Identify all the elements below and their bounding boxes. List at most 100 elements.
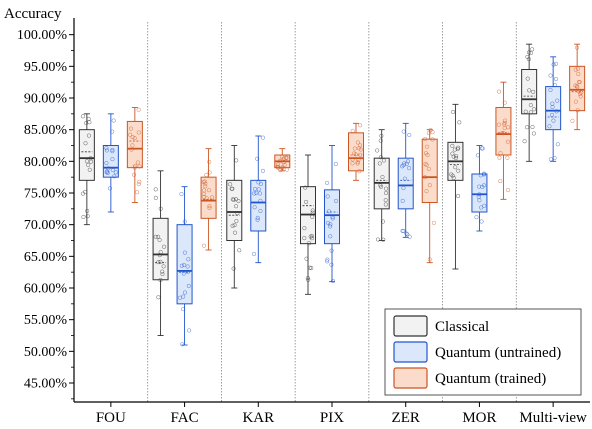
data-point [456, 145, 461, 150]
legend-swatch [393, 341, 428, 363]
data-point [237, 248, 242, 253]
data-point [502, 100, 507, 105]
data-point [180, 342, 185, 347]
box-iqr [176, 224, 193, 305]
data-point [526, 57, 531, 62]
data-point [153, 187, 158, 192]
data-point [334, 198, 339, 204]
data-point [573, 83, 578, 88]
data-point [357, 169, 362, 174]
data-point [325, 194, 330, 199]
data-point [496, 122, 501, 127]
data-point [407, 234, 412, 239]
data-point [105, 170, 110, 175]
data-point [451, 175, 456, 181]
data-point [479, 146, 484, 151]
data-point [498, 179, 503, 184]
box-1-0 [102, 113, 119, 213]
data-point [153, 195, 158, 200]
data-point [303, 185, 308, 190]
box-iqr [421, 138, 438, 204]
data-point [352, 146, 357, 151]
data-point [502, 118, 508, 123]
data-point [375, 148, 380, 153]
data-point [131, 172, 137, 177]
data-point [206, 188, 212, 193]
data-point [506, 125, 511, 130]
data-point [86, 162, 91, 167]
y-tick-label: 100.00% [17, 28, 68, 43]
data-point [86, 133, 91, 138]
data-point [158, 206, 163, 211]
data-point [424, 162, 429, 168]
box-1-1 [176, 186, 193, 347]
data-point [453, 155, 459, 161]
data-point [450, 173, 455, 178]
data-point [452, 147, 457, 152]
data-point [576, 72, 581, 77]
data-point [135, 190, 140, 195]
data-point [156, 260, 161, 265]
data-point [548, 73, 553, 78]
data-point [252, 191, 257, 196]
data-point [104, 161, 109, 166]
data-point [451, 109, 456, 115]
data-point [257, 191, 263, 196]
data-point [430, 137, 435, 142]
x-tick-label: FAC [171, 410, 199, 426]
data-point [275, 164, 280, 169]
data-point [401, 228, 406, 233]
data-point [478, 173, 483, 178]
y-tick-label: 90.00% [24, 92, 68, 107]
data-point [130, 135, 135, 140]
data-point [137, 179, 142, 184]
data-point [182, 290, 188, 295]
data-point [157, 253, 162, 258]
box-0-3 [300, 154, 316, 295]
data-point [230, 186, 235, 191]
data-point [550, 105, 555, 110]
box-2-3 [348, 122, 364, 181]
data-point [305, 276, 310, 281]
data-point [524, 125, 530, 130]
data-point [576, 89, 581, 94]
data-point [449, 172, 454, 177]
data-point [232, 223, 237, 228]
data-point [425, 152, 430, 158]
data-point [577, 80, 582, 85]
data-point [383, 190, 389, 196]
data-point [375, 237, 381, 242]
data-point [401, 129, 406, 134]
data-point [136, 130, 141, 135]
data-point [575, 66, 580, 71]
data-point [130, 143, 135, 148]
data-point [153, 234, 158, 239]
data-point [378, 155, 383, 160]
box-1-6 [545, 56, 562, 162]
data-point [113, 170, 118, 175]
data-point [236, 198, 241, 204]
data-point [553, 76, 559, 82]
box-iqr [78, 129, 95, 181]
box-0-0 [78, 113, 95, 226]
legend-swatch [393, 315, 428, 337]
data-point [384, 186, 389, 191]
data-point [310, 214, 315, 219]
data-point [522, 139, 527, 144]
data-point [427, 257, 432, 262]
x-tick-label: MOR [462, 410, 496, 426]
data-point [136, 182, 141, 187]
data-point [531, 131, 536, 136]
data-point [260, 135, 265, 140]
data-point [132, 165, 137, 170]
data-point [137, 164, 142, 169]
data-point [185, 269, 190, 274]
y-tick-label: 70.00% [24, 218, 68, 233]
data-point [377, 161, 382, 166]
data-point [202, 179, 207, 184]
data-point [187, 328, 192, 333]
data-point [431, 220, 436, 225]
y-tick-label: 85.00% [24, 123, 68, 138]
data-point [325, 257, 330, 262]
